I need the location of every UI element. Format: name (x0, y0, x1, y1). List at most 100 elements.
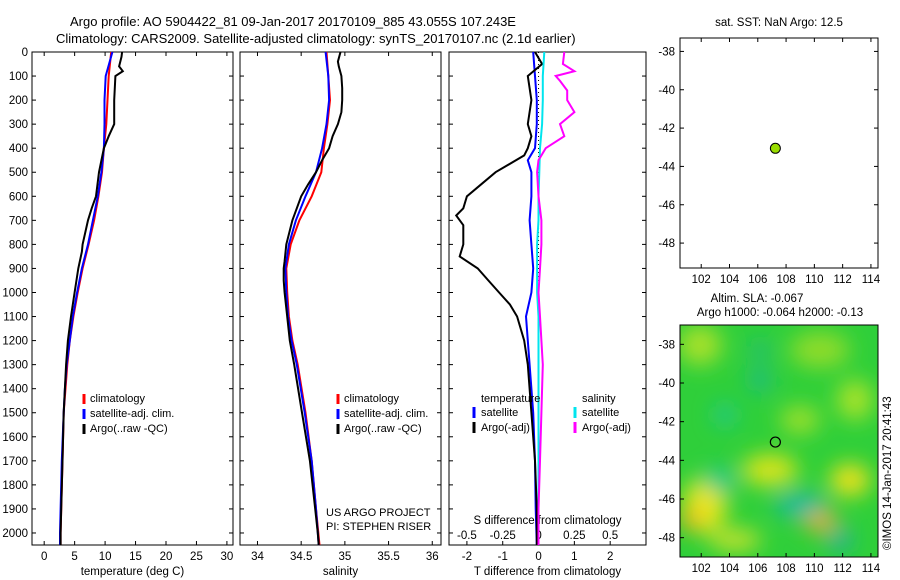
y-tick-label: 900 (9, 263, 28, 275)
y-tick-label: 1400 (2, 384, 28, 396)
legend-group-salinity: salinity (582, 393, 616, 405)
sla-blob (750, 368, 770, 392)
x-axis-label: T difference from climatology (474, 566, 621, 578)
header-line-1: Argo profile: AO 5904422_81 09-Jan-2017 … (70, 14, 516, 29)
y-tick-label: -44 (658, 161, 675, 173)
y-tick-label: 1100 (3, 312, 28, 324)
x-tick-label: 108 (776, 274, 795, 286)
x-tick-label: 30 (221, 551, 234, 563)
x-tick-label: 104 (720, 563, 740, 575)
legend-label-climatology: climatology (90, 393, 146, 405)
sla-blob (680, 325, 722, 365)
x-tick-label: 20 (160, 551, 173, 563)
sla-blob (709, 530, 761, 550)
y-tick-label: -44 (658, 455, 675, 467)
x-tick-label: 35 (338, 551, 351, 563)
plot-frame (31, 51, 234, 546)
x-tick-label: 106 (748, 563, 767, 575)
legend-label-climatology: climatology (344, 393, 400, 405)
y-tick-label: 1500 (2, 408, 28, 420)
annotation-pi: PI: STEPHEN RISER (326, 521, 431, 533)
sla-blob (828, 528, 852, 552)
y-tick-label: -38 (658, 339, 675, 351)
y-tick-label: 0 (22, 47, 28, 59)
x-tick-label: 0 (535, 551, 541, 563)
x-tick-label: 114 (862, 563, 881, 575)
sla-blob (830, 464, 870, 496)
x-tick-label: 102 (692, 274, 711, 286)
x-tick-label: 108 (776, 563, 795, 575)
legend-label-satellite-adj-clim: satellite-adj. clim. (344, 408, 428, 420)
y-tick-label: -38 (658, 46, 675, 58)
y-tick-label: -48 (658, 533, 675, 545)
series-line-salinity-satellite (536, 51, 546, 545)
x-tick-label: 15 (129, 551, 142, 563)
sla-blob (680, 508, 700, 532)
x-tick-label: 102 (692, 563, 711, 575)
x-tick-label: 104 (720, 274, 740, 286)
sla-blob (774, 493, 826, 517)
x-tick-label: 1 (571, 551, 577, 563)
legend-label-salinity-argo-adj: Argo(-adj) (582, 422, 631, 434)
y-tick-label: -42 (658, 417, 675, 429)
y-tick-label: 1200 (2, 336, 28, 348)
plot-frame (679, 37, 879, 269)
altimetry-title-2: Argo h1000: -0.064 h2000: -0.13 (697, 307, 863, 319)
y-tick-label: 1000 (2, 287, 28, 299)
plot-frame (448, 51, 647, 546)
x-axis-label: temperature (deg C) (81, 566, 185, 578)
legend-label-argo-raw-qc: Argo(..raw -QC) (344, 423, 422, 435)
salinity-panel: 34 34.5 35 35.5 36 salinity climatology satelli… (239, 51, 442, 578)
x-tick-label: 106 (748, 274, 767, 286)
x-tick-label: 25 (190, 551, 203, 563)
difference-panel: -2 -1 0 1 2-0.5 -0.25 0 0.25 0.5S difference fro… (448, 51, 647, 578)
s-tick-label: 0.25 (563, 530, 585, 542)
sla-blob (715, 405, 735, 425)
y-tick-label: 400 (9, 143, 28, 155)
sla-blob (837, 380, 873, 420)
y-tick-label: 2000 (2, 528, 28, 540)
y-tick-label: 700 (9, 215, 28, 227)
x-tick-label: 36 (426, 551, 439, 563)
y-tick-label: 1600 (2, 432, 28, 444)
argo-location-ring (769, 436, 781, 448)
sla-blob (750, 342, 770, 358)
series-line-temperature-argo-adj (454, 51, 544, 545)
y-tick-label: 200 (9, 95, 28, 107)
y-tick-label: 1300 (2, 360, 28, 372)
x-axis-label: salinity (323, 566, 358, 578)
y-tick-label: 100 (9, 71, 28, 83)
temperature-panel: 0100200300400500600700800900100011001200… (2, 47, 234, 578)
y-tick-label: -46 (658, 494, 675, 506)
sla-blob (790, 332, 850, 368)
altimetry-panel: Altim. SLA: -0.067 Argo h1000: -0.064 h20… (658, 293, 880, 575)
altimetry-title-1: Altim. SLA: -0.067 (711, 293, 804, 305)
y-tick-label: -40 (658, 85, 675, 97)
x-tick-label: 0 (41, 551, 47, 563)
header-line-2: Climatology: CARS2009. Satellite-adjuste… (56, 31, 576, 46)
annotation-project: US ARGO PROJECT (326, 507, 431, 519)
s-tick-label: -0.25 (490, 530, 516, 542)
s-axis-label: S difference from climatology (473, 515, 621, 527)
s-tick-label: 0.5 (602, 530, 618, 542)
x-tick-label: -2 (462, 551, 472, 563)
series-line-salinity-argo-adj (536, 51, 577, 545)
y-tick-label: 1800 (2, 480, 28, 492)
series-line-argo-raw-qc (59, 51, 125, 545)
legend-group-temperature: temperature (481, 393, 540, 405)
plot-frame (239, 51, 442, 546)
legend-label-satellite-adj-clim: satellite-adj. clim. (90, 408, 174, 420)
x-tick-label: 10 (99, 551, 112, 563)
sla-blobs (680, 325, 873, 552)
y-tick-label: 1900 (2, 504, 28, 516)
x-tick-label: 5 (71, 551, 77, 563)
sla-blob (742, 454, 798, 486)
x-tick-label: 114 (862, 274, 881, 286)
x-tick-label: 112 (833, 563, 851, 575)
y-tick-label: -40 (658, 378, 675, 390)
sla-blob (780, 406, 820, 434)
series-line-satellite-adj-clim (284, 51, 331, 546)
x-tick-label: 110 (805, 274, 823, 286)
sla-blob (704, 468, 736, 492)
